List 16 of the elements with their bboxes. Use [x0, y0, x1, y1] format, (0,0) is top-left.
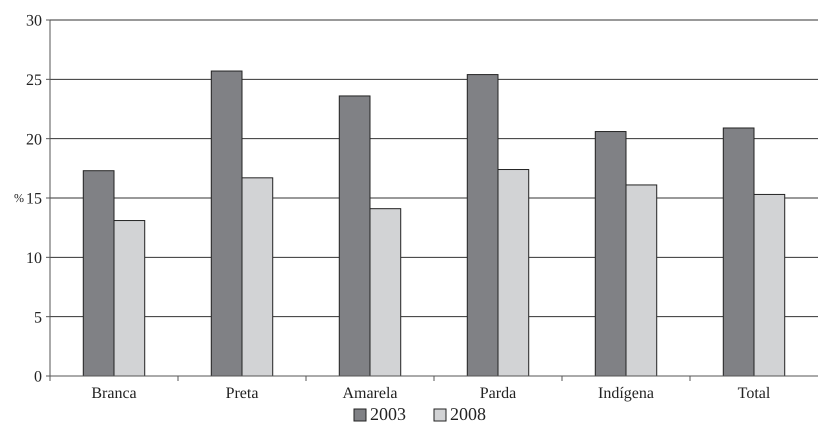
y-tick-label: 10	[26, 250, 42, 267]
y-tick-label: 20	[26, 131, 42, 148]
legend-label: 2008	[450, 404, 486, 424]
y-tick-label: 5	[34, 309, 42, 326]
x-tick-label: Branca	[91, 385, 137, 402]
x-tick-label: Amarela	[342, 385, 398, 402]
x-tick-label: Indígena	[598, 385, 654, 402]
x-tick-label: Total	[738, 385, 771, 402]
x-tick-label: Parda	[480, 385, 516, 402]
y-tick-label: 0	[34, 368, 42, 386]
legend-label: 2003	[370, 404, 406, 424]
x-tick-label: Preta	[226, 385, 258, 402]
y-tick-label: 25	[26, 72, 42, 89]
y-tick-label: 15	[26, 190, 42, 208]
y-tick-label: 30	[26, 12, 42, 30]
y-axis-title: %	[14, 191, 24, 205]
